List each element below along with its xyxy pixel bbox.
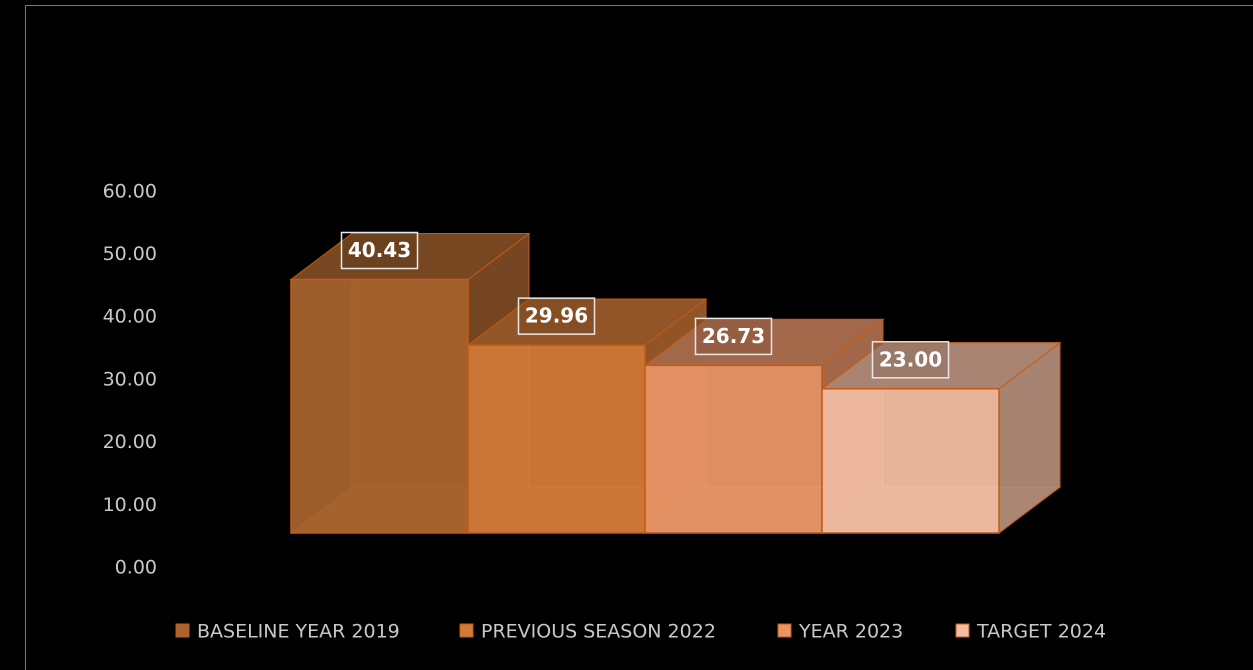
y-tick-label: 0.00: [115, 557, 157, 579]
data-label: 26.73: [702, 324, 765, 348]
legend-swatch: [175, 623, 190, 638]
data-label-box: [517, 297, 596, 335]
legend-label: TARGET 2024: [976, 621, 1106, 643]
bar: [821, 388, 1000, 534]
y-tick-label: 40.00: [103, 306, 157, 328]
legend-label: BASELINE YEAR 2019: [197, 621, 400, 643]
bar: [644, 364, 823, 534]
data-label-box: [871, 341, 950, 379]
y-tick-label: 50.00: [103, 243, 157, 265]
data-label-box: [694, 317, 773, 356]
legend-label: YEAR 2023: [798, 621, 903, 643]
legend-swatch: [777, 623, 792, 638]
legend-swatch: [955, 623, 970, 638]
legend-swatch: [459, 623, 474, 638]
chart-border: [25, 5, 1253, 670]
y-tick-label: 60.00: [103, 180, 157, 202]
data-label: 23.00: [879, 347, 942, 371]
legend-label: PREVIOUS SEASON 2022: [481, 621, 716, 643]
data-label: 40.43: [348, 238, 411, 262]
bar: [290, 278, 469, 534]
y-tick-label: 20.00: [103, 431, 157, 453]
y-tick-label: 30.00: [103, 368, 157, 390]
bar: [467, 344, 646, 534]
y-tick-label: 10.00: [103, 494, 157, 516]
data-label: 29.96: [525, 304, 588, 328]
data-label-box: [340, 231, 419, 270]
